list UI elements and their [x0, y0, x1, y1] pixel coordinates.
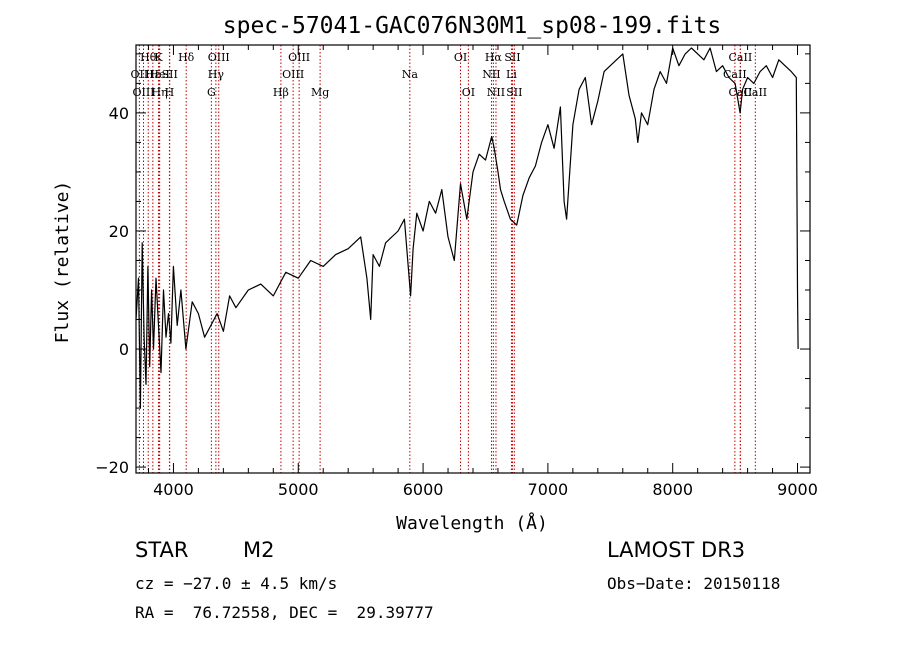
line-label-1: OII [131, 68, 149, 81]
line-label-14: OIII [288, 51, 310, 64]
object-type: STAR [135, 538, 189, 562]
y-tick-label: 0 [119, 340, 129, 359]
line-label-3: Hε [145, 68, 161, 81]
line-label-6: Hη [151, 86, 167, 99]
x-tick-label: 5000 [278, 480, 319, 499]
redshift-cz: cz = −27.0 ± 4.5 km/s [135, 574, 338, 593]
line-label-5: HeI [149, 68, 169, 81]
line-label-11: Hγ [208, 68, 225, 81]
line-label-15: OIII [282, 68, 304, 81]
line-label-29: CaII [743, 86, 767, 99]
line-label-16: Mg [311, 86, 329, 99]
line-label-17: Na [402, 68, 419, 81]
line-label-12: G [207, 86, 216, 99]
line-label-27: CaII [723, 68, 747, 81]
x-tick-label: 7000 [528, 480, 569, 499]
line-label-26: CaII [729, 51, 753, 64]
x-axis-label: Wavelength (Å) [396, 512, 548, 534]
y-tick-label: 40 [109, 104, 129, 123]
line-label-21: SII [504, 51, 520, 64]
line-label-13: Hβ [273, 86, 289, 99]
x-tick-label: 4000 [153, 480, 194, 499]
chart-title: spec-57041-GAC076N30M1_sp08-199.fits [223, 13, 722, 39]
line-label-8: H [165, 86, 175, 99]
line-label-28: CaII [729, 86, 753, 99]
line-label-24: NII [487, 86, 505, 99]
y-axis-label: Flux (relative) [52, 181, 73, 344]
line-label-18: OI [454, 51, 467, 64]
coordinates: RA = 76.72558, DEC = 29.39777 [135, 603, 434, 622]
line-label-0: Hθ [140, 51, 157, 64]
spectral-subclass: M2 [243, 538, 275, 562]
y-tick-label: 20 [109, 222, 129, 241]
axis-tick-labels: 4000 5000 6000 7000 8000 9000 −20 0 20 40 [95, 104, 818, 499]
plot-frame [135, 44, 811, 474]
survey-name: LAMOST DR3 [607, 538, 746, 562]
spectrum-line [135, 47, 799, 409]
line-label-25: SII [506, 86, 522, 99]
x-tick-label: 9000 [777, 480, 818, 499]
line-label-22: NII [482, 68, 500, 81]
spectral-line-labels: Hθ OII OIII Hε K HeI Hη SII H Hδ OIII Hγ G Hβ OIII OIII… [131, 51, 768, 99]
line-label-9: Hδ [178, 51, 195, 64]
line-label-20: Hα [485, 51, 503, 64]
y-tick-label: −20 [95, 458, 129, 477]
axis-ticks [136, 45, 810, 473]
spectral-line-markers [138, 45, 756, 473]
x-tick-label: 8000 [652, 480, 693, 499]
line-label-10: OIII [208, 51, 230, 64]
line-label-7: SII [162, 68, 178, 81]
line-label-23: Li [506, 68, 517, 81]
line-label-4: K [154, 51, 163, 64]
x-tick-label: 6000 [403, 480, 444, 499]
line-label-2: OIII [132, 86, 154, 99]
line-label-19: OI [462, 86, 475, 99]
observation-date: Obs−Date: 20150118 [607, 574, 781, 593]
